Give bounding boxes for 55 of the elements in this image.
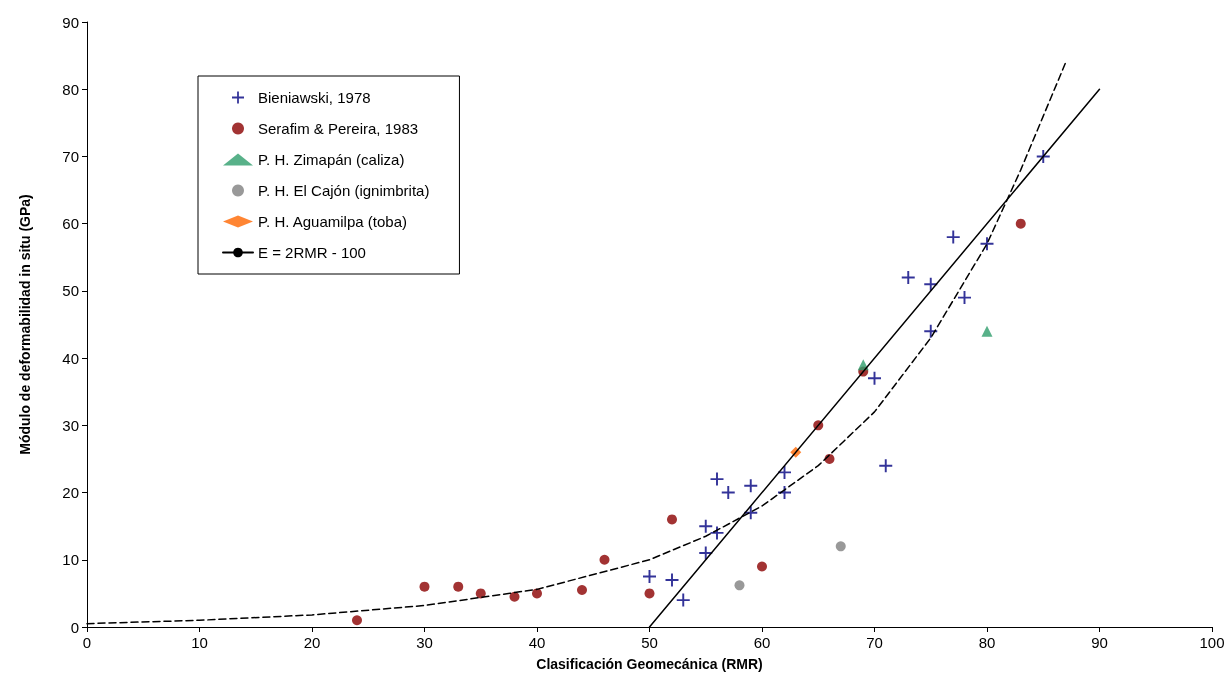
y-tick-label: 40 xyxy=(62,349,79,367)
point xyxy=(710,472,724,486)
point xyxy=(734,580,745,591)
x-tick-label: 60 xyxy=(753,634,771,651)
point xyxy=(532,588,542,599)
x-tick-label: 70 xyxy=(866,634,883,651)
x-tick-label: 10 xyxy=(191,634,208,651)
point xyxy=(699,519,713,533)
point xyxy=(665,573,679,587)
y-tick-label: 70 xyxy=(62,147,79,165)
point xyxy=(835,541,846,552)
point xyxy=(924,324,938,338)
point xyxy=(475,588,486,599)
point xyxy=(676,593,690,607)
y-tick-label: 80 xyxy=(62,80,79,98)
x-tick-label: 0 xyxy=(82,634,92,651)
legend-label: Bieniawski, 1978 xyxy=(258,89,371,106)
point xyxy=(509,591,520,602)
legend-label: Serafim & Pereira, 1983 xyxy=(258,120,419,137)
point xyxy=(757,561,767,572)
point xyxy=(901,270,915,284)
y-tick-label: 50 xyxy=(62,282,79,300)
point xyxy=(721,486,735,500)
x-tick-label: 100 xyxy=(1199,634,1225,651)
y-tick-label: 20 xyxy=(62,484,79,502)
y-axis-title: Módulo de deformabilidad in situ (GPa) xyxy=(17,194,33,455)
point xyxy=(744,479,758,493)
y-tick-label: 30 xyxy=(62,416,79,434)
point xyxy=(980,237,994,251)
x-tick-label: 40 xyxy=(528,634,546,651)
legend-label: P. H. El Cajón (ignimbrita) xyxy=(258,182,430,199)
x-tick-label: 90 xyxy=(1091,634,1108,651)
point xyxy=(419,581,430,592)
point xyxy=(981,325,993,337)
point xyxy=(946,230,960,244)
legend-label: P. H. Aguamilpa (toba) xyxy=(258,213,407,230)
y-tick-label: 60 xyxy=(62,215,79,233)
legend-label: E = 2RMR - 100 xyxy=(258,244,366,261)
point xyxy=(599,554,610,565)
y-tick-label: 0 xyxy=(70,618,79,636)
point xyxy=(879,459,893,473)
x-tick-label: 30 xyxy=(416,634,433,651)
x-tick-label: 20 xyxy=(303,634,321,651)
legend-label: P. H. Zimapán (caliza) xyxy=(258,151,405,168)
point xyxy=(644,588,655,599)
point xyxy=(577,585,587,596)
point xyxy=(667,514,677,525)
x-tick-label: 80 xyxy=(978,634,996,651)
x-tick-label: 50 xyxy=(641,634,658,651)
point xyxy=(352,615,362,626)
y-tick-label: 10 xyxy=(62,551,79,569)
y-tick-label: 90 xyxy=(62,13,79,31)
x-axis-title: Clasificación Geomecánica (RMR) xyxy=(536,656,763,672)
point xyxy=(1015,218,1026,229)
point xyxy=(453,581,464,592)
